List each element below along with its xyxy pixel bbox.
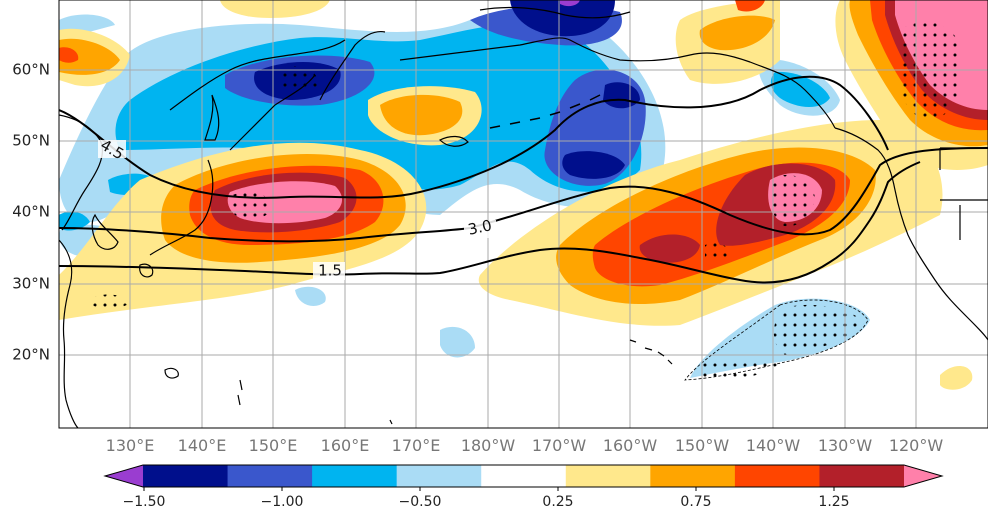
colorbar-tick-label: −1.50: [123, 494, 166, 510]
colorbar-outline: [103, 464, 944, 488]
colorbar-extend-low: [105, 465, 143, 487]
colorbar-segment: [143, 465, 229, 487]
colorbar: [103, 464, 944, 491]
lon-label-140w: 140°W: [746, 436, 801, 455]
climatology-contours: [59, 75, 988, 284]
anomaly-field: [59, 0, 988, 428]
latitude-labels: 60°N 50°N 40°N 30°N 20°N: [12, 61, 50, 364]
lon-label-130w: 130°W: [818, 436, 873, 455]
lon-label-160e: 160°E: [321, 436, 370, 455]
lat-label-20n: 20°N: [12, 346, 50, 364]
colorbar-tick-label: −1.00: [261, 494, 304, 510]
colorbar-segment: [565, 465, 651, 487]
lon-label-170w: 170°W: [532, 436, 587, 455]
lat-label-60n: 60°N: [12, 61, 50, 79]
colorbar-tick-labels: −1.50 −1.00 −0.50 0.25 0.75 1.25: [123, 494, 850, 510]
colorbar-segment: [650, 465, 736, 487]
colorbar-segment: [734, 465, 820, 487]
lon-label-130e: 130°E: [106, 436, 155, 455]
lon-label-160w: 160°W: [603, 436, 658, 455]
colorbar-segment: [819, 465, 905, 487]
lon-label-170e: 170°E: [392, 436, 441, 455]
lon-label-120w: 120°W: [889, 436, 944, 455]
lon-label-150e: 150°E: [249, 436, 298, 455]
colorbar-segment: [396, 465, 482, 487]
contour-label-1.5: 1.5: [318, 262, 342, 280]
coastlines: [59, 6, 988, 428]
lon-label-180w: 180°W: [461, 436, 516, 455]
colorbar-tick-label: 0.25: [542, 494, 573, 510]
longitude-labels: 130°E 140°E 150°E 160°E 170°E 180°W 170°…: [106, 436, 944, 455]
colorbar-extend-high: [904, 465, 942, 487]
colorbar-tick-label: −0.50: [399, 494, 442, 510]
colorbar-tick-label: 1.25: [818, 494, 849, 510]
contour-label-3.0: 3.0: [466, 216, 493, 239]
lat-label-40n: 40°N: [12, 203, 50, 221]
lon-label-150w: 150°W: [675, 436, 730, 455]
colorbar-segment: [227, 465, 313, 487]
lat-label-50n: 50°N: [12, 132, 50, 150]
lat-label-30n: 30°N: [12, 275, 50, 293]
colorbar-tick-label: 0.75: [680, 494, 711, 510]
colorbar-segment: [481, 465, 567, 487]
lon-label-140e: 140°E: [178, 436, 227, 455]
map-frame: [58, 0, 988, 429]
colorbar-segment: [312, 465, 398, 487]
